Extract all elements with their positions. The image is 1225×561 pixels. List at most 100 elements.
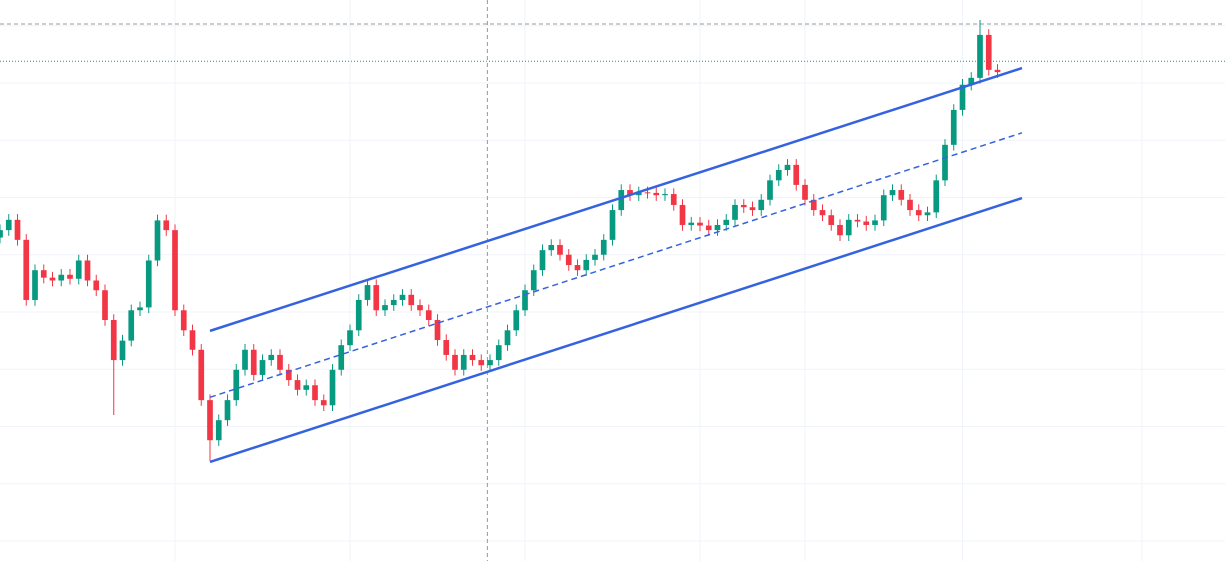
candle-body (460, 354, 467, 370)
candle-body (539, 250, 546, 271)
candle-body (557, 245, 563, 255)
candle-body (320, 400, 327, 406)
candle-body (93, 280, 100, 291)
candle-body (985, 34, 992, 70)
candle-body (215, 420, 222, 441)
candle-body (758, 199, 765, 211)
candle-body (924, 212, 931, 216)
candle-body (740, 204, 747, 208)
candle-body (950, 109, 957, 145)
candle-body (49, 277, 56, 281)
candle-body (75, 260, 82, 279)
candle-body (977, 34, 983, 78)
candle-body (434, 319, 441, 341)
candle-body (303, 385, 310, 390)
candle-body (285, 369, 292, 381)
candle-body (67, 274, 73, 279)
candle-body (810, 199, 817, 211)
candle-body (32, 270, 38, 300)
candle-body (767, 180, 773, 200)
candle-body (495, 345, 502, 361)
candle-body (364, 285, 371, 300)
candle-body (259, 360, 266, 375)
candle-body (609, 210, 616, 240)
candle-body (338, 345, 345, 370)
candle-body (443, 340, 450, 355)
candle-body (119, 340, 126, 361)
candle-body (863, 221, 870, 225)
candle-body (802, 184, 808, 200)
candle-body (180, 310, 187, 331)
candle-body (653, 192, 660, 196)
candle-body (312, 385, 318, 401)
candle-body (242, 349, 248, 370)
channel-middle (209, 132, 1023, 398)
candle-body (14, 219, 21, 240)
candle-body (277, 354, 283, 370)
candle-body (889, 190, 896, 196)
candle-body (522, 290, 528, 311)
candle-body (154, 220, 161, 261)
candle-body (705, 225, 712, 231)
candle-body (294, 380, 301, 390)
candle-body (942, 144, 948, 181)
candle-body (732, 204, 738, 220)
candle-body (872, 220, 878, 225)
candle-body (635, 192, 642, 196)
candle-body (959, 84, 966, 110)
candle-body (172, 230, 178, 311)
candle-body (40, 270, 47, 278)
candle-body (425, 310, 432, 320)
candle-body (84, 260, 91, 281)
candle-body (373, 285, 380, 311)
candle-body (452, 354, 458, 370)
candle-body (600, 239, 607, 255)
candle-body (250, 349, 257, 375)
candle-body (845, 219, 852, 236)
candle-body (23, 239, 30, 300)
candle-body (198, 349, 205, 401)
candle-body (662, 194, 668, 196)
candle-body (58, 274, 65, 281)
candle-body (163, 220, 170, 231)
candle-body (347, 330, 353, 346)
candle-body (793, 164, 800, 185)
candle-body (565, 254, 572, 266)
candle-body (627, 190, 633, 196)
candle-body (189, 330, 196, 350)
candle-body (207, 400, 213, 441)
candle-body (574, 265, 581, 271)
candle-body (408, 294, 415, 306)
candle-body (548, 245, 555, 251)
channel-lower (209, 196, 1023, 464)
candle-body (775, 170, 782, 181)
candle-body (137, 307, 143, 311)
candle-body (102, 290, 108, 320)
candle-body (390, 299, 397, 306)
candle-body (128, 310, 135, 341)
candle-body (714, 224, 721, 231)
candle-body (968, 77, 975, 85)
candle-body (784, 164, 791, 171)
candle-body (994, 69, 1001, 73)
candle-body (592, 254, 598, 260)
candle-body (268, 354, 275, 361)
candle-body (530, 270, 537, 291)
candle-body (723, 219, 730, 225)
candle-body (670, 194, 677, 205)
candle-body (399, 294, 406, 300)
candle-body (382, 305, 388, 311)
candle-body (837, 224, 843, 236)
candle-body (233, 369, 240, 401)
candle-body (915, 210, 922, 216)
candle-body (504, 330, 511, 346)
candle-body (688, 222, 695, 225)
candle-body (898, 190, 905, 200)
candle-body (880, 195, 887, 221)
candle-body (749, 207, 756, 211)
candle-body (329, 369, 336, 406)
candle-body (417, 305, 423, 311)
candle-body (0, 230, 3, 238)
